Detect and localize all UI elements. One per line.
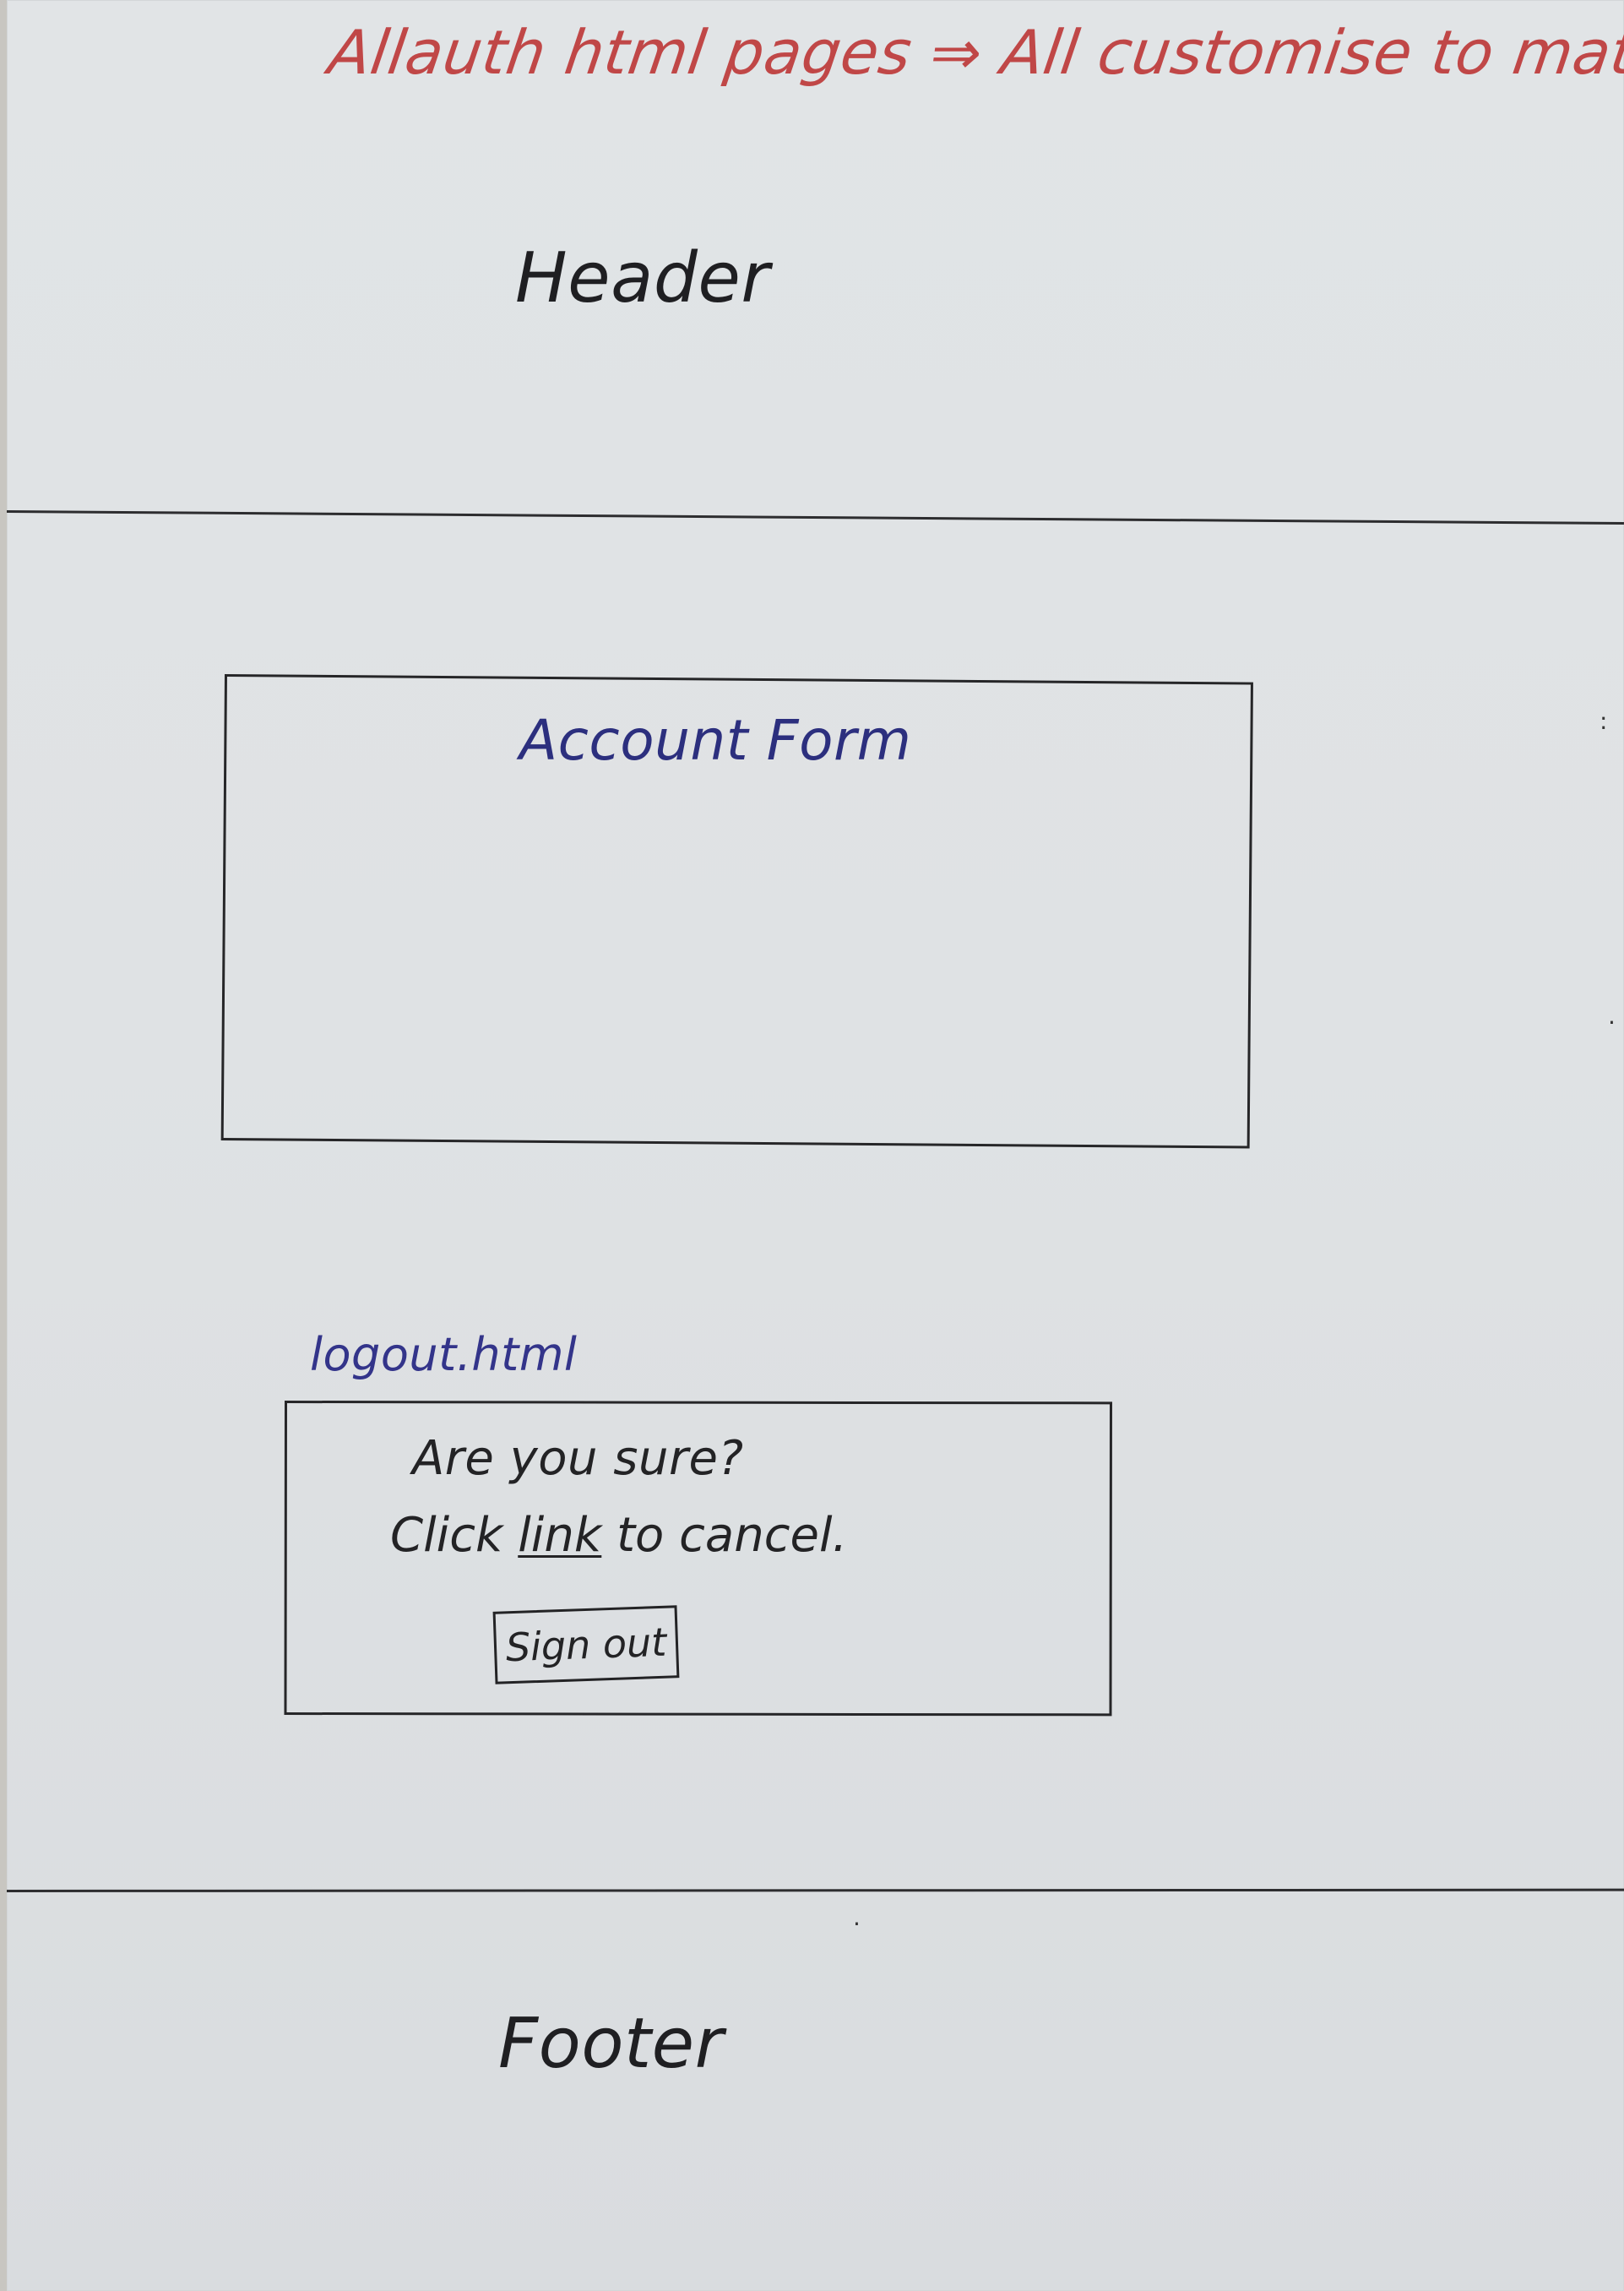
- account-form-label: Account Form: [519, 708, 912, 773]
- paper-mark-icon: ·: [853, 1910, 861, 1938]
- cancel-instruction-suffix: to cancel.: [601, 1508, 848, 1563]
- cancel-instruction: Click link to cancel.: [390, 1508, 847, 1563]
- sign-out-button[interactable]: Sign out: [492, 1605, 680, 1684]
- paper-mark-icon: :: [1600, 707, 1608, 735]
- logout-confirmation-question: Are you sure?: [412, 1431, 744, 1486]
- logout-page-label: logout.html: [310, 1328, 578, 1381]
- cancel-instruction-prefix: Click: [390, 1508, 519, 1563]
- footer-section-label: Footer: [498, 2004, 724, 2084]
- customisation-note: Allauth html pages ⇒ All customise to ma…: [324, 17, 1624, 88]
- wireframe-paper: [7, 0, 1624, 2291]
- paper-mark-icon: ·: [1608, 1009, 1616, 1037]
- cancel-link[interactable]: link: [518, 1508, 602, 1563]
- header-section-label: Header: [515, 238, 770, 318]
